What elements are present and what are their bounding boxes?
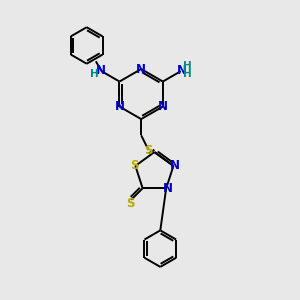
Text: S: S bbox=[145, 144, 153, 157]
Text: S: S bbox=[126, 197, 135, 210]
Text: N: N bbox=[136, 62, 146, 76]
Text: N: N bbox=[170, 159, 180, 172]
Text: N: N bbox=[177, 64, 187, 77]
Text: S: S bbox=[130, 159, 138, 172]
Text: N: N bbox=[163, 182, 173, 195]
Text: N: N bbox=[115, 100, 124, 113]
Text: H: H bbox=[90, 69, 99, 79]
Text: N: N bbox=[96, 64, 106, 77]
Text: H: H bbox=[183, 61, 192, 71]
Text: H: H bbox=[183, 69, 192, 79]
Text: N: N bbox=[158, 100, 168, 113]
